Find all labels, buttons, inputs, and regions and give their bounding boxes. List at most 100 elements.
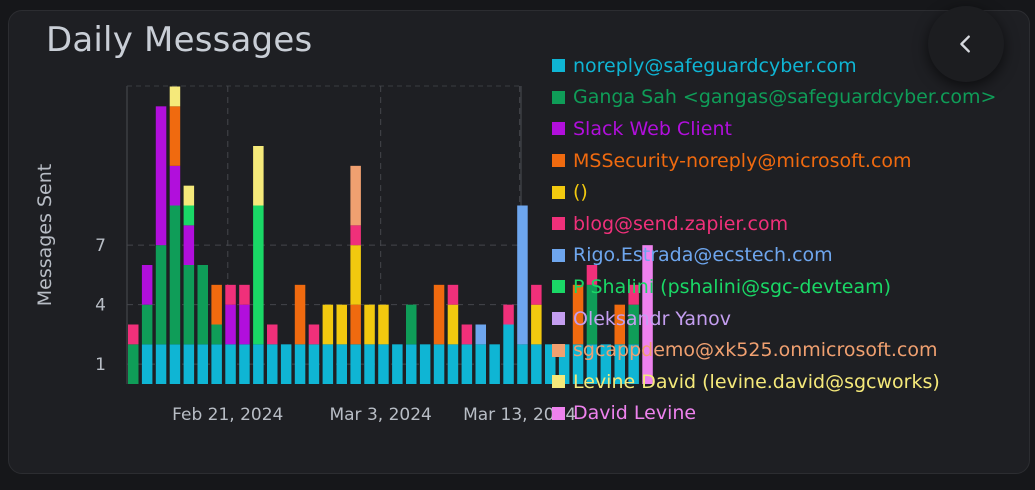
- legend-label: Slack Web Client: [573, 117, 732, 140]
- legend-item[interactable]: Rigo.Estrada@ecstech.com: [552, 240, 996, 272]
- bar-segment: [155, 344, 167, 384]
- bar-segment: [475, 344, 486, 384]
- page-title: Daily Messages: [46, 20, 313, 60]
- legend-swatch: [552, 154, 565, 168]
- bar-segment: [336, 304, 347, 345]
- legend-label: Rigo.Estrada@ecstech.com: [573, 244, 833, 267]
- bar-segment: [628, 344, 639, 384]
- legend-swatch: [552, 248, 565, 262]
- bar-segment: [433, 344, 445, 384]
- legend-label: Levine David (levine.david@sgcworks): [573, 370, 940, 393]
- legend-label: P Shalini (pshalini@sgc-devteam): [573, 275, 892, 298]
- bar-segment: [267, 344, 278, 384]
- legend-label: MSSecurity-noreply@microsoft.com: [573, 149, 912, 172]
- bar-segment: [253, 344, 264, 384]
- bar-segment: [531, 304, 542, 345]
- bar-segment: [558, 344, 570, 384]
- bar-segment: [350, 165, 361, 226]
- legend-item[interactable]: Levine David (levine.david@sgcworks): [552, 366, 996, 398]
- bar-segment: [572, 344, 584, 384]
- bar-segment: [350, 245, 361, 305]
- bar-segment: [169, 205, 181, 345]
- bar-segment: [169, 106, 181, 166]
- bar-segment: [503, 324, 514, 384]
- y-tick-label: 1: [95, 355, 106, 375]
- legend-item[interactable]: (): [552, 176, 996, 208]
- chevron-left-icon: [960, 35, 970, 53]
- legend-label: sgcappdemo@xk525.onmicrosoft.com: [573, 339, 938, 362]
- bar-segment: [294, 284, 306, 345]
- bar-segment: [517, 344, 528, 384]
- bar-segment: [586, 265, 598, 285]
- y-tick-label: 4: [95, 296, 106, 316]
- bar-segment: [642, 245, 653, 384]
- bar-segment: [169, 165, 181, 206]
- bar-segment: [211, 284, 222, 325]
- bar-segment: [350, 304, 361, 345]
- x-tick-label: Mar 3, 2024: [329, 405, 431, 425]
- bar-segment: [183, 265, 195, 345]
- x-tick-label: Mar 13, 2024: [463, 405, 576, 425]
- bar-segment: [211, 344, 222, 384]
- legend-swatch: [552, 217, 565, 231]
- bar-segment: [614, 304, 625, 345]
- bar-segment: [406, 304, 417, 345]
- legend-item[interactable]: Ganga Sah <gangas@safeguardcyber.com>: [552, 82, 996, 114]
- bar-segment: [169, 86, 181, 107]
- bar-segment: [378, 304, 389, 345]
- bar-segment: [447, 284, 459, 305]
- legend-item[interactable]: P Shalini (pshalini@sgc-devteam): [552, 271, 996, 303]
- bar-segment: [461, 344, 473, 384]
- bar-segment: [475, 324, 486, 345]
- bar-segment: [225, 304, 236, 345]
- bar-segment: [183, 205, 195, 226]
- back-button[interactable]: [928, 6, 1004, 82]
- bar-segment: [211, 324, 222, 345]
- legend-swatch: [552, 312, 565, 326]
- bar-segment: [517, 205, 528, 345]
- bar-segment: [336, 344, 347, 384]
- legend-label: David Levine: [573, 402, 697, 425]
- legend-label: (): [573, 181, 588, 204]
- legend-item[interactable]: noreply@safeguardcyber.com: [552, 50, 996, 82]
- legend-swatch: [552, 406, 565, 420]
- bar-segment: [364, 304, 375, 345]
- bar-segment: [267, 324, 278, 345]
- bar-segment: [489, 344, 500, 384]
- bar-segment: [308, 324, 320, 345]
- x-tick-label: Feb 21, 2024: [172, 405, 283, 425]
- legend-swatch: [552, 90, 565, 104]
- legend-swatch: [552, 343, 565, 357]
- bar-segment: [572, 284, 584, 345]
- bar-segment: [461, 324, 473, 345]
- bar-segment: [545, 344, 556, 384]
- bar-segment: [141, 304, 153, 345]
- bar-segment: [253, 205, 264, 345]
- legend-label: Ganga Sah <gangas@safeguardcyber.com>: [573, 86, 997, 109]
- y-tick-label: 7: [95, 236, 106, 256]
- bar-segment: [614, 344, 625, 384]
- bar-segment: [183, 185, 195, 206]
- legend-item[interactable]: David Levine: [552, 398, 996, 430]
- legend-item[interactable]: MSSecurity-noreply@microsoft.com: [552, 145, 996, 177]
- legend-item[interactable]: blog@send.zapier.com: [552, 208, 996, 240]
- bar-segment: [586, 284, 598, 345]
- legend-swatch: [552, 280, 565, 294]
- bar-segment: [197, 265, 208, 345]
- legend-item[interactable]: Slack Web Client: [552, 113, 996, 145]
- bar-segment: [419, 344, 431, 384]
- bar-segment: [600, 344, 612, 384]
- legend-label: blog@send.zapier.com: [573, 212, 789, 235]
- bar-segment: [141, 344, 153, 384]
- legend-item[interactable]: Oleksandr Yanov: [552, 303, 996, 335]
- bar-segment: [447, 344, 459, 384]
- legend-item[interactable]: sgcappdemo@xk525.onmicrosoft.com: [552, 334, 996, 366]
- bar-segment: [531, 344, 542, 384]
- bar-segment: [225, 284, 236, 305]
- bar-segment: [447, 304, 459, 345]
- y-axis-label: Messages Sent: [34, 164, 56, 306]
- bar-segment: [239, 344, 250, 384]
- bar-segment: [197, 344, 208, 384]
- legend-swatch: [552, 375, 565, 389]
